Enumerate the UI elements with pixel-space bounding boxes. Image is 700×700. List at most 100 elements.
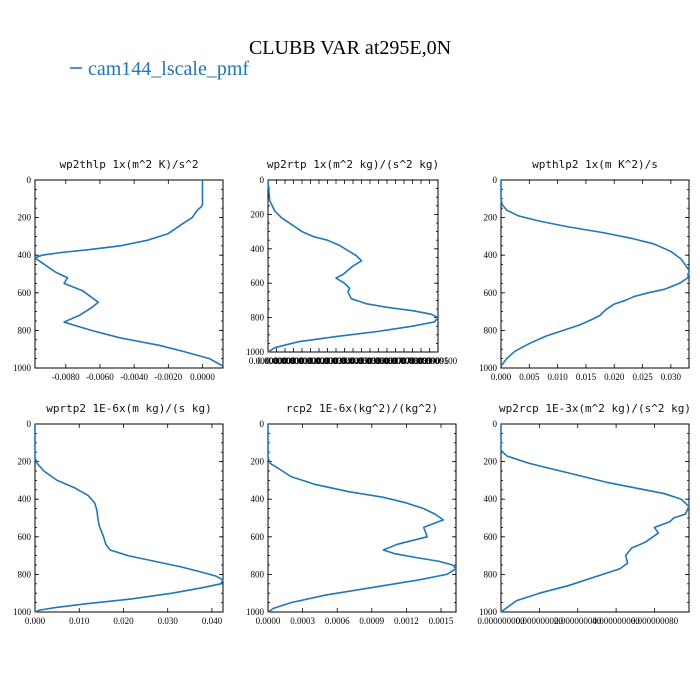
x-tick-label: 0.0000 [256, 616, 281, 626]
y-tick-label: 1000 [479, 363, 498, 373]
panel-title: wpthlp2 1x(m K^2)/s [532, 158, 658, 171]
x-tick-label: 0.0000000 [249, 356, 288, 366]
y-tick-label: 800 [251, 313, 265, 323]
x-tick-label: 0.0000035 [308, 356, 347, 366]
x-tick-label: -0.0060 [86, 372, 114, 382]
x-tick-label: 0.0000090 [402, 356, 441, 366]
x-tick-label: 0.0000025 [291, 356, 330, 366]
y-tick-label: 0 [493, 175, 498, 185]
x-tick-label: 0.0003 [290, 616, 315, 626]
x-tick-label: 0.0000095 [410, 356, 449, 366]
y-tick-label: 400 [251, 244, 265, 254]
y-tick-label: 400 [484, 494, 498, 504]
y-tick-label: 200 [484, 457, 498, 467]
x-tick-label: 0.030 [661, 372, 682, 382]
panel-title: rcp2 1E-6x(kg^2)/(kg^2) [286, 402, 438, 415]
x-tick-label: 0.0000060 [351, 356, 390, 366]
x-tick-label: 0.025 [632, 372, 653, 382]
x-tick-label: -0.0040 [120, 372, 148, 382]
plot-frame [500, 423, 690, 613]
series-line-1 [267, 424, 457, 613]
y-tick-label: 800 [18, 325, 32, 335]
x-tick-label: 0.0000055 [342, 356, 381, 366]
x-tick-label: 0.0000030 [300, 356, 339, 366]
x-tick-label: 0.000000000 [477, 616, 525, 626]
y-tick-label: 1000 [13, 607, 32, 617]
x-tick-label: 0.0000075 [376, 356, 415, 366]
x-tick-label: 0.0000010 [266, 356, 305, 366]
y-tick-label: 600 [18, 288, 32, 298]
y-tick-label: 1000 [246, 607, 265, 617]
x-tick-label: 0.0000085 [393, 356, 432, 366]
plot-frame [267, 423, 457, 613]
x-tick-label: 0.0000005 [257, 356, 296, 366]
chart-panel-3: wpthlp2 1x(m K^2)/s 0.000 0.005 0.010 0.015 0… [479, 158, 690, 382]
series-line-1 [34, 180, 224, 367]
y-tick-label: 600 [251, 278, 265, 288]
x-tick-label: 0.010 [69, 616, 90, 626]
y-tick-label: 0 [27, 175, 32, 185]
x-tick-label: 0.015 [576, 372, 597, 382]
x-tick-label: 0.0000040 [317, 356, 356, 366]
x-tick-label: 0.000000020 [516, 616, 564, 626]
x-tick-label: 0.0006 [325, 616, 350, 626]
x-tick-label: -0.0080 [52, 372, 80, 382]
x-tick-label: 0.0000100 [419, 356, 458, 366]
x-tick-label: 0.0000020 [283, 356, 322, 366]
panel-title: wprtp2 1E-6x(m kg)/(s kg) [46, 402, 212, 415]
y-tick-label: 0 [260, 175, 265, 185]
y-tick-label: 800 [18, 569, 32, 579]
y-tick-label: 400 [18, 494, 32, 504]
chart-panel-6: wp2rcp 1E-3x(m^2 kg)/(s^2 kg) 0.000000000… [477, 402, 691, 626]
chart-panel-2: wp2rtp 1x(m^2 kg)/(s^2 kg)0.00000000.000… [246, 158, 458, 366]
panel-title: wp2rcp 1E-3x(m^2 kg)/(s^2 kg) [499, 402, 691, 415]
chart-panel-1: wp2thlp 1x(m^2 K)/s^2 -0.0080 -0.0060 -0.00… [13, 158, 224, 382]
y-tick-label: 200 [484, 213, 498, 223]
x-tick-label: 0.020 [604, 372, 625, 382]
y-tick-label: 0 [493, 419, 498, 429]
x-tick-label: 0.010 [548, 372, 569, 382]
x-tick-label: 0.000 [491, 372, 512, 382]
x-tick-label: 0.0000080 [385, 356, 424, 366]
chart-panels: wp2thlp 1x(m^2 K)/s^2 -0.0080 -0.0060 -0.00… [13, 158, 691, 626]
y-tick-label: 200 [18, 457, 32, 467]
y-tick-label: 800 [484, 325, 498, 335]
x-tick-label: 0.030 [158, 616, 179, 626]
series-line-1 [34, 424, 224, 613]
figure-title: CLUBB VAR at295E,0N [249, 37, 451, 59]
x-tick-label: 0.0000070 [368, 356, 407, 366]
series-line-1 [500, 424, 690, 613]
x-tick-label: 0.0000 [190, 372, 215, 382]
legend: cam144_lscale_pmf [70, 58, 249, 80]
x-tick-label: 0.040 [202, 616, 223, 626]
x-tick-label: 0.0000015 [274, 356, 313, 366]
chart-panel-5: rcp2 1E-6x(kg^2)/(kg^2) 0.0000 0.0003 0.000… [246, 402, 457, 626]
y-tick-label: 400 [18, 250, 32, 260]
y-tick-label: 800 [484, 569, 498, 579]
panel-title: wp2rtp 1x(m^2 kg)/(s^2 kg) [267, 158, 439, 171]
x-tick-label: 0.000 [25, 616, 46, 626]
y-tick-label: 400 [251, 494, 265, 504]
y-tick-label: 600 [484, 288, 498, 298]
x-tick-label: 0.000000060 [592, 616, 640, 626]
y-tick-label: 600 [484, 532, 498, 542]
x-tick-label: 0.005 [519, 372, 540, 382]
y-tick-label: 400 [484, 250, 498, 260]
chart-panel-4: wprtp2 1E-6x(m kg)/(s kg) 0.000 0.010 0.020… [13, 402, 224, 626]
y-tick-label: 0 [260, 419, 265, 429]
y-tick-label: 0 [27, 419, 32, 429]
panel-title: wp2thlp 1x(m^2 K)/s^2 [59, 158, 198, 171]
series-line-1 [267, 179, 439, 353]
y-tick-label: 600 [251, 532, 265, 542]
x-tick-label: 0.020 [113, 616, 134, 626]
y-tick-label: 1000 [479, 607, 498, 617]
x-tick-label: 0.000000080 [631, 616, 679, 626]
y-tick-label: 600 [18, 532, 32, 542]
x-tick-label: 0.0000050 [334, 356, 373, 366]
y-tick-label: 200 [251, 209, 265, 219]
x-tick-label: 0.000000040 [554, 616, 602, 626]
x-tick-label: 0.0000065 [359, 356, 398, 366]
x-tick-label: -0.0020 [154, 372, 182, 382]
y-tick-label: 200 [251, 457, 265, 467]
x-tick-label: 0.0015 [429, 616, 454, 626]
